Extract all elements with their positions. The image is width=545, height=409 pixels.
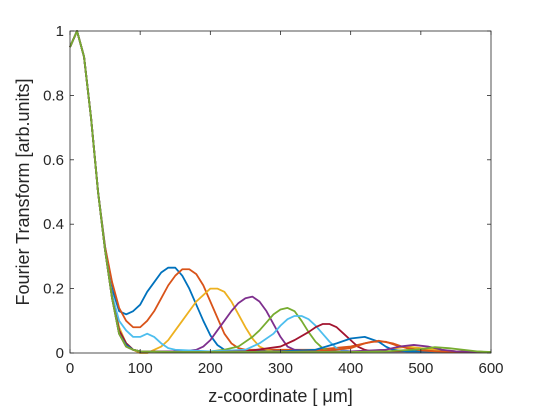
x-tick-label-500: 500 xyxy=(408,360,433,377)
x-tick-label-200: 200 xyxy=(198,360,223,377)
y-tick-label-0.8: 0.8 xyxy=(43,87,64,104)
y-tick-label-0.4: 0.4 xyxy=(43,216,64,233)
x-tick-label-100: 100 xyxy=(128,360,153,377)
x-tick-label-0: 0 xyxy=(66,360,74,377)
y-tick-label-1: 1 xyxy=(56,23,64,40)
x-tick-label-300: 300 xyxy=(268,360,293,377)
x-tick-label-400: 400 xyxy=(338,360,363,377)
series-line-2 xyxy=(69,30,492,353)
tick-layer: 0 100 200 300 400 500 600 0 0.2 0.4 0.6 0.8 1 xyxy=(43,23,503,377)
y-tick-label-0.6: 0.6 xyxy=(43,152,64,169)
x-tick-label-600: 600 xyxy=(478,360,503,377)
y-axis-label: Fourier Transform [arb.units] xyxy=(13,78,33,305)
plot-area xyxy=(70,31,491,353)
series-line-11 xyxy=(69,30,492,353)
x-axis-label: z-coordinate [ μm] xyxy=(208,386,352,406)
y-tick-label-0.2: 0.2 xyxy=(43,281,64,298)
y-tick-label-0: 0 xyxy=(56,345,64,362)
